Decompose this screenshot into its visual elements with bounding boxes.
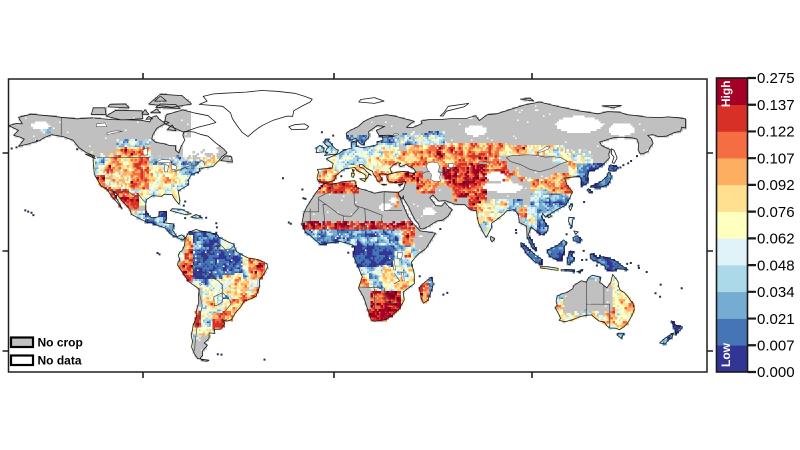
svg-text:High: High <box>719 81 733 108</box>
svg-text:0.048: 0.048 <box>757 257 795 274</box>
svg-text:No crop: No crop <box>38 336 83 350</box>
svg-text:0.000: 0.000 <box>757 364 795 381</box>
svg-text:0.021: 0.021 <box>757 311 795 328</box>
svg-text:0.034: 0.034 <box>757 284 795 301</box>
svg-text:0.062: 0.062 <box>757 231 795 248</box>
svg-text:0.076: 0.076 <box>757 204 795 221</box>
svg-text:0.007: 0.007 <box>757 337 795 354</box>
svg-text:0.092: 0.092 <box>757 177 795 194</box>
svg-text:0.122: 0.122 <box>757 124 795 141</box>
svg-text:Low: Low <box>719 342 733 367</box>
svg-text:0.137: 0.137 <box>757 97 795 114</box>
svg-text:0.107: 0.107 <box>757 150 795 167</box>
svg-text:No data: No data <box>38 354 82 368</box>
svg-text:0.275: 0.275 <box>757 70 795 87</box>
